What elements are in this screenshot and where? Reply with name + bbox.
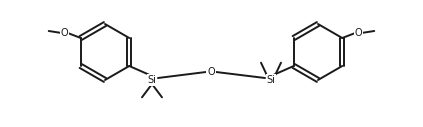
Text: O: O: [207, 67, 215, 77]
Text: Si: Si: [148, 75, 157, 85]
Text: O: O: [354, 28, 362, 38]
Text: O: O: [61, 28, 69, 38]
Text: Si: Si: [266, 75, 275, 85]
